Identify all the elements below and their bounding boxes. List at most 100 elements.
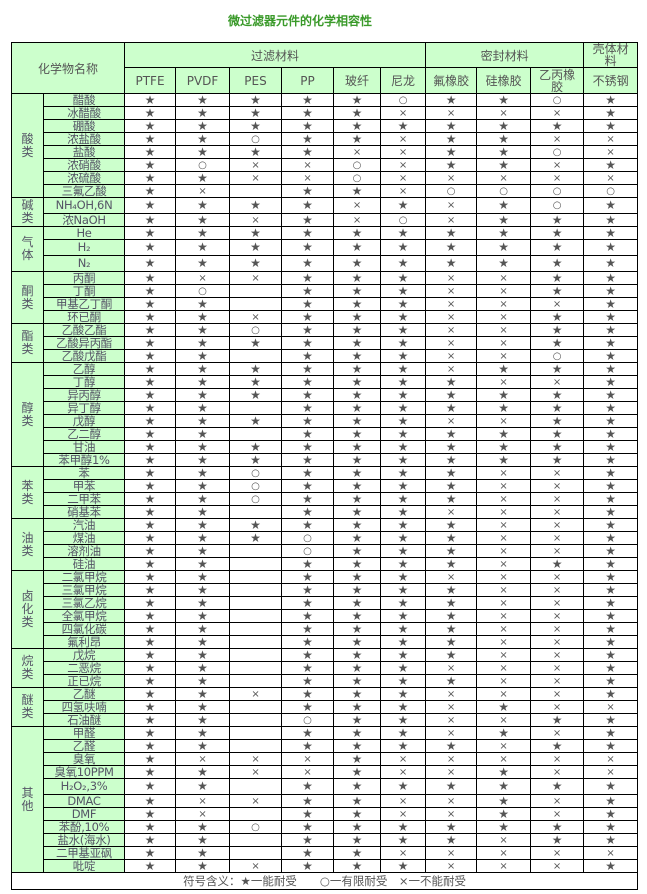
resistant-star-icon: ★ <box>583 794 639 808</box>
chemical-name: 臭氧 <box>42 752 126 766</box>
resistant-star-icon: ★ <box>583 453 639 467</box>
resistant-star-icon: ★ <box>281 388 335 402</box>
resistant-star-icon: ★ <box>583 336 639 350</box>
resistant-star-icon: ★ <box>380 596 427 610</box>
resistant-star-icon: ★ <box>124 466 177 480</box>
resistant-star-icon: ★ <box>583 713 639 727</box>
resistant-star-icon: ★ <box>175 820 231 834</box>
not-resistant-cross-icon: × <box>229 158 283 172</box>
not-resistant-cross-icon: × <box>425 794 478 808</box>
empty-cell <box>229 609 283 623</box>
resistant-star-icon: ★ <box>175 570 231 584</box>
resistant-star-icon: ★ <box>175 197 231 214</box>
empty-cell <box>229 184 283 198</box>
not-resistant-cross-icon: × <box>380 132 427 146</box>
resistant-star-icon: ★ <box>333 239 382 256</box>
not-resistant-cross-icon: × <box>530 846 585 860</box>
resistant-star-icon: ★ <box>124 687 177 701</box>
not-resistant-cross-icon: × <box>530 518 585 532</box>
resistant-star-icon: ★ <box>425 531 478 545</box>
resistant-star-icon: ★ <box>124 833 177 847</box>
not-resistant-cross-icon: × <box>380 158 427 172</box>
resistant-star-icon: ★ <box>583 388 639 402</box>
resistant-star-icon: ★ <box>583 739 639 753</box>
resistant-star-icon: ★ <box>380 687 427 701</box>
resistant-star-icon: ★ <box>425 635 478 649</box>
resistant-star-icon: ★ <box>380 726 427 740</box>
resistant-star-icon: ★ <box>333 255 382 272</box>
resistant-star-icon: ★ <box>333 93 382 107</box>
resistant-star-icon: ★ <box>380 557 427 571</box>
resistant-star-icon: ★ <box>124 184 177 198</box>
empty-cell <box>229 726 283 740</box>
resistant-star-icon: ★ <box>281 518 335 532</box>
not-resistant-cross-icon: × <box>476 557 532 571</box>
resistant-star-icon: ★ <box>530 739 585 753</box>
chemical-name: 异丁醇 <box>42 401 126 415</box>
resistant-star-icon: ★ <box>281 213 335 227</box>
chemical-name: 苯酚,10% <box>42 820 126 834</box>
resistant-star-icon: ★ <box>175 726 231 740</box>
resistant-star-icon: ★ <box>380 453 427 467</box>
resistant-star-icon: ★ <box>583 106 639 120</box>
not-resistant-cross-icon: × <box>476 336 532 350</box>
resistant-star-icon: ★ <box>333 132 382 146</box>
empty-cell <box>229 700 283 714</box>
resistant-star-icon: ★ <box>583 297 639 311</box>
resistant-star-icon: ★ <box>124 726 177 740</box>
table-row: 浓NaOH ★ ★ × ★ × ○ × ★ ★ ★ <box>12 213 639 227</box>
resistant-star-icon: ★ <box>175 859 231 873</box>
table-row: 煤油 ★ ★ ★ ○ ★ ★ ★ × × ★ <box>12 531 639 545</box>
resistant-star-icon: ★ <box>281 596 335 610</box>
resistant-star-icon: ★ <box>425 388 478 402</box>
resistant-star-icon: ★ <box>583 531 639 545</box>
resistant-star-icon: ★ <box>281 466 335 480</box>
resistant-star-icon: ★ <box>124 739 177 753</box>
resistant-star-icon: ★ <box>281 570 335 584</box>
resistant-star-icon: ★ <box>425 778 478 795</box>
resistant-star-icon: ★ <box>281 859 335 873</box>
category-label: 碱类 <box>11 197 44 227</box>
resistant-star-icon: ★ <box>333 479 382 493</box>
resistant-star-icon: ★ <box>333 609 382 623</box>
not-resistant-cross-icon: × <box>425 414 478 428</box>
category-label: 其他 <box>11 726 44 873</box>
resistant-star-icon: ★ <box>175 544 231 558</box>
resistant-star-icon: ★ <box>380 778 427 795</box>
resistant-star-icon: ★ <box>530 440 585 454</box>
resistant-star-icon: ★ <box>380 609 427 623</box>
resistant-star-icon: ★ <box>583 284 639 298</box>
limited-circle-icon: ○ <box>175 158 231 172</box>
resistant-star-icon: ★ <box>530 778 585 795</box>
not-resistant-cross-icon: × <box>530 807 585 821</box>
resistant-star-icon: ★ <box>583 833 639 847</box>
chemical-name: 乙酸戊酯 <box>42 349 126 363</box>
resistant-star-icon: ★ <box>333 570 382 584</box>
resistant-star-icon: ★ <box>175 401 231 415</box>
empty-cell <box>229 284 283 298</box>
resistant-star-icon: ★ <box>530 284 585 298</box>
resistant-star-icon: ★ <box>530 255 585 272</box>
resistant-star-icon: ★ <box>380 544 427 558</box>
not-resistant-cross-icon: × <box>175 794 231 808</box>
resistant-star-icon: ★ <box>281 239 335 256</box>
resistant-star-icon: ★ <box>281 375 335 389</box>
table-row: 硼酸 ★ ★ ★ ★ ★ ★ ★ ★ ★ ★ <box>12 119 639 133</box>
resistant-star-icon: ★ <box>333 440 382 454</box>
category-label: 酸类 <box>11 93 44 198</box>
resistant-star-icon: ★ <box>476 440 532 454</box>
resistant-star-icon: ★ <box>124 255 177 272</box>
chemical-name: 乙醇 <box>42 362 126 376</box>
resistant-star-icon: ★ <box>583 807 639 821</box>
chemical-name: 二氯甲烷 <box>42 570 126 584</box>
resistant-star-icon: ★ <box>281 255 335 272</box>
limited-circle-icon: ○ <box>380 93 427 107</box>
not-resistant-cross-icon: × <box>476 661 532 675</box>
limited-circle-icon: ○ <box>229 820 283 834</box>
header-row-materials: PTFE PVDF PES PP 玻纤 尼龙 氟橡胶 硅橡胶 乙丙橡胶 不锈钢 <box>12 67 639 94</box>
resistant-star-icon: ★ <box>124 752 177 766</box>
resistant-star-icon: ★ <box>175 583 231 597</box>
chemical-name: N₂ <box>42 255 126 272</box>
resistant-star-icon: ★ <box>333 106 382 120</box>
resistant-star-icon: ★ <box>175 226 231 240</box>
